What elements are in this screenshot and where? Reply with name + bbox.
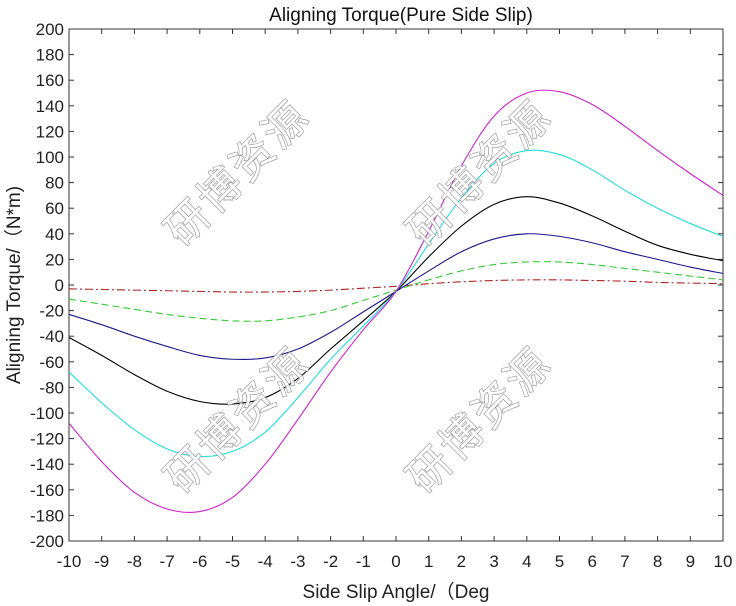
x-tick-label: -10 — [57, 552, 82, 571]
series-line-2 — [68, 261, 724, 322]
y-tick-label: -40 — [39, 327, 64, 346]
series-line-1 — [68, 279, 724, 293]
y-tick-label: 140 — [36, 97, 64, 116]
x-tick-label: 4 — [522, 552, 531, 571]
y-tick-label: 100 — [36, 148, 64, 167]
y-tick-label: -120 — [30, 430, 64, 449]
y-tick-label: -60 — [39, 353, 64, 372]
y-axis: 200180160140120100806040200-20-40-60-80-… — [30, 20, 723, 551]
x-tick-label: -7 — [160, 552, 175, 571]
x-tick-label: -6 — [192, 552, 207, 571]
y-tick-label: -80 — [39, 378, 64, 397]
y-tick-label: -140 — [30, 455, 64, 474]
y-tick-label: -180 — [30, 506, 64, 525]
x-tick-label: 5 — [555, 552, 564, 571]
x-tick-label: 6 — [587, 552, 596, 571]
y-tick-label: 20 — [45, 250, 64, 269]
x-tick-label: -3 — [290, 552, 305, 571]
y-tick-label: -200 — [30, 532, 64, 551]
x-tick-label: 10 — [714, 552, 733, 571]
y-tick-label: -100 — [30, 404, 64, 423]
y-tick-label: -160 — [30, 481, 64, 500]
y-tick-label: -20 — [39, 302, 64, 321]
x-tick-label: 1 — [424, 552, 433, 571]
x-axis-title: Side Slip Angle/（Deg — [303, 581, 490, 603]
x-axis: -10 -9 -8 -7 -6 -5 -4 -3 -2 -1 0 1 2 3 4 5 6 7 8 9 10 — [57, 29, 733, 571]
x-tick-label: -8 — [127, 552, 142, 571]
x-tick-label: -9 — [94, 552, 109, 571]
x-tick-label: 7 — [620, 552, 629, 571]
plot-frame — [68, 28, 724, 542]
y-tick-label: 200 — [36, 20, 64, 39]
x-tick-label: -1 — [356, 552, 371, 571]
x-tick-label: 8 — [653, 552, 662, 571]
x-tick-label: 0 — [391, 552, 400, 571]
x-tick-label: -2 — [323, 552, 338, 571]
series-line-6 — [68, 89, 724, 513]
series-layer — [68, 89, 724, 513]
x-tick-label: -4 — [258, 552, 273, 571]
x-tick-label: 3 — [489, 552, 498, 571]
y-tick-label: 0 — [55, 276, 64, 295]
y-tick-label: 80 — [45, 174, 64, 193]
y-tick-label: 160 — [36, 71, 64, 90]
x-tick-label: 9 — [686, 552, 695, 571]
x-tick-label: -5 — [225, 552, 240, 571]
x-tick-label: 2 — [457, 552, 466, 571]
y-tick-label: 60 — [45, 199, 64, 218]
y-axis-title: Aligning Torque/（N*m) — [3, 186, 25, 384]
y-tick-label: 180 — [36, 46, 64, 65]
y-tick-label: 40 — [45, 225, 64, 244]
y-tick-label: 120 — [36, 122, 64, 141]
chart-title: Aligning Torque(Pure Side Slip) — [269, 5, 533, 26]
